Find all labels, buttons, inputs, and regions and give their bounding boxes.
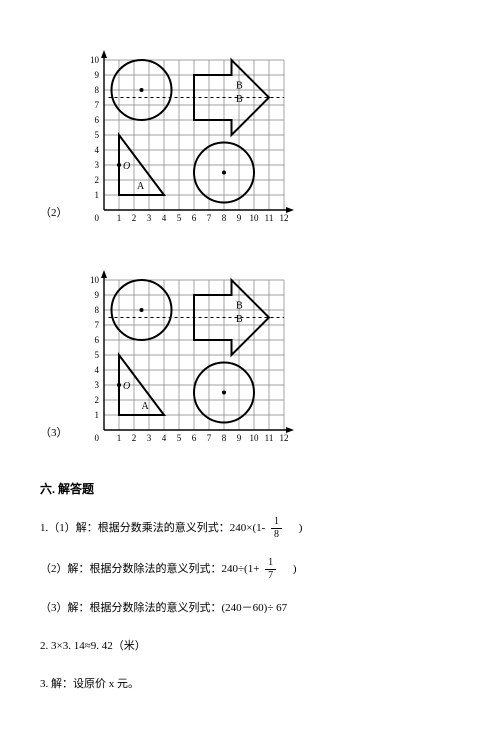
svg-text:1: 1 <box>116 213 121 223</box>
svg-text:8: 8 <box>221 433 226 443</box>
p2-prefix: （2）解：根据分数除法的意义列式：240÷(1+ <box>40 563 262 575</box>
p1-fraction: 1 8 <box>271 517 282 540</box>
figure-2-svg: 123456789101112123456789100OABB <box>76 40 296 230</box>
p1-den: 8 <box>271 529 282 540</box>
svg-text:A: A <box>137 181 145 192</box>
svg-text:5: 5 <box>94 130 99 140</box>
problem-2: 2. 3×3. 14≈9. 42（米） <box>40 637 460 657</box>
svg-text:7: 7 <box>94 100 99 110</box>
svg-text:11: 11 <box>264 213 273 223</box>
svg-text:9: 9 <box>236 213 241 223</box>
figure-2-label: （2） <box>40 204 68 220</box>
svg-text:O: O <box>123 381 130 392</box>
svg-text:10: 10 <box>249 433 259 443</box>
svg-text:6: 6 <box>94 115 99 125</box>
section-6-heading: 六. 解答题 <box>40 480 460 497</box>
svg-text:3: 3 <box>94 380 99 390</box>
problem-1-1: 1.（1）解：根据分数乘法的意义列式：240×(1- 1 8 ) <box>40 517 460 540</box>
svg-text:11: 11 <box>264 433 273 443</box>
svg-text:O: O <box>123 161 130 172</box>
svg-text:A: A <box>141 401 149 412</box>
problem-1-2: （2）解：根据分数除法的意义列式：240÷(1+ 1 7 ) <box>40 558 460 581</box>
svg-text:B: B <box>236 301 243 312</box>
p1-prefix: 1.（1）解：根据分数乘法的意义列式：240×(1- <box>40 522 268 534</box>
svg-text:6: 6 <box>191 213 196 223</box>
svg-text:B: B <box>236 81 243 92</box>
svg-text:8: 8 <box>94 305 99 315</box>
svg-text:2: 2 <box>131 213 136 223</box>
svg-text:9: 9 <box>236 433 241 443</box>
p2-suffix: ) <box>282 563 297 575</box>
svg-text:10: 10 <box>249 213 259 223</box>
svg-text:7: 7 <box>94 320 99 330</box>
svg-text:0: 0 <box>94 213 99 223</box>
svg-text:5: 5 <box>94 350 99 360</box>
svg-text:B: B <box>236 314 243 325</box>
svg-text:12: 12 <box>279 213 288 223</box>
svg-text:3: 3 <box>146 433 151 443</box>
svg-text:8: 8 <box>221 213 226 223</box>
svg-text:10: 10 <box>90 275 100 285</box>
svg-text:9: 9 <box>94 290 99 300</box>
p2-fraction: 1 7 <box>265 558 276 581</box>
svg-text:B: B <box>236 94 243 105</box>
svg-text:2: 2 <box>94 395 99 405</box>
svg-text:4: 4 <box>161 433 166 443</box>
svg-text:1: 1 <box>94 410 99 420</box>
svg-text:7: 7 <box>206 213 211 223</box>
p1-suffix: ) <box>288 522 303 534</box>
svg-text:8: 8 <box>94 85 99 95</box>
svg-text:1: 1 <box>94 190 99 200</box>
figure-3-svg: 123456789101112123456789100OABB <box>76 260 296 450</box>
svg-text:10: 10 <box>90 55 100 65</box>
problem-3: 3. 解：设原价 x 元。 <box>40 675 460 695</box>
problem-1-3: （3）解：根据分数除法的意义列式：(240－60)÷ 67 <box>40 599 460 619</box>
p1-num: 1 <box>271 517 282 529</box>
svg-text:3: 3 <box>146 213 151 223</box>
p2-num: 1 <box>265 558 276 570</box>
svg-text:7: 7 <box>206 433 211 443</box>
svg-text:9: 9 <box>94 70 99 80</box>
svg-text:5: 5 <box>176 213 181 223</box>
svg-text:1: 1 <box>116 433 121 443</box>
figure-2-block: （2） 123456789101112123456789100OABB <box>40 40 460 230</box>
p2-den: 7 <box>265 570 276 581</box>
svg-text:6: 6 <box>94 335 99 345</box>
figure-3-block: （3） 123456789101112123456789100OABB <box>40 260 460 450</box>
svg-text:6: 6 <box>191 433 196 443</box>
svg-text:4: 4 <box>94 365 99 375</box>
svg-text:4: 4 <box>161 213 166 223</box>
svg-text:4: 4 <box>94 145 99 155</box>
svg-text:2: 2 <box>94 175 99 185</box>
svg-text:0: 0 <box>94 433 99 443</box>
figure-3-label: （3） <box>40 424 68 440</box>
svg-text:12: 12 <box>279 433 288 443</box>
svg-text:2: 2 <box>131 433 136 443</box>
svg-text:5: 5 <box>176 433 181 443</box>
svg-text:3: 3 <box>94 160 99 170</box>
